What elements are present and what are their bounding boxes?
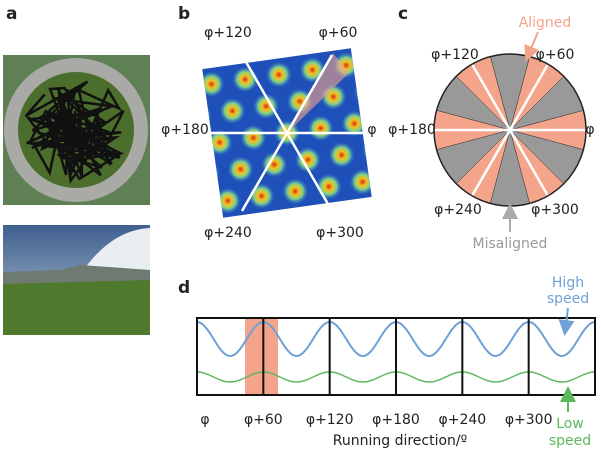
x-label: φ (200, 412, 209, 428)
x-label: φ+60 (244, 412, 283, 428)
firing-field (269, 209, 296, 218)
angle-label: φ (585, 122, 594, 138)
x-label: φ+120 (306, 412, 354, 428)
angle-label: φ+300 (316, 225, 364, 241)
panel-label: d (178, 278, 190, 298)
x-label: φ+240 (438, 412, 486, 428)
x-label: φ+300 (505, 412, 553, 428)
low-speed-label: speed (549, 433, 591, 449)
firing-field (253, 93, 280, 120)
firing-field (278, 48, 305, 57)
angle-label: φ+120 (204, 25, 252, 41)
firing-field (261, 151, 288, 178)
firing-field (294, 146, 321, 173)
low-speed-label: Low (556, 416, 584, 432)
angle-label: φ+60 (319, 25, 358, 41)
x-label: φ+180 (372, 412, 420, 428)
axis-line (470, 63, 550, 197)
firing-field (336, 200, 363, 218)
angle-label: φ+60 (536, 47, 575, 63)
panel-label: b (178, 4, 190, 24)
firing-field (307, 115, 334, 142)
firing-field (227, 156, 254, 183)
firing-field (202, 48, 204, 71)
alignment-diagram (433, 53, 587, 207)
firing-field (328, 142, 355, 169)
panel-label: c (398, 4, 408, 24)
angle-label: φ (367, 122, 376, 138)
arena-top-view (3, 55, 150, 205)
arrow (558, 307, 575, 336)
firing-field (240, 124, 267, 151)
firing-field (282, 178, 309, 205)
angle-label: φ+240 (204, 225, 252, 241)
angle-label: φ+300 (531, 202, 579, 218)
high-speed-label: High (552, 275, 584, 291)
angle-label: φ+240 (434, 202, 482, 218)
angle-label: φ+180 (388, 122, 436, 138)
firing-field (219, 97, 246, 124)
highlight-band (245, 318, 278, 395)
angle-label: φ+180 (161, 122, 209, 138)
firing-field (265, 61, 292, 88)
firing-field (370, 195, 372, 218)
trajectory (24, 80, 125, 184)
misaligned-label: Misaligned (473, 236, 548, 252)
aligned-label: Aligned (519, 15, 572, 31)
plot-frame (196, 317, 596, 396)
grid-cell-ratemap (202, 48, 372, 218)
firing-field (211, 48, 238, 66)
arrow (524, 31, 540, 62)
high-speed-label: speed (547, 291, 589, 307)
x-axis-label: Running direction/º (333, 433, 467, 449)
panel-label: a (6, 4, 17, 24)
angle-label: φ+120 (431, 47, 479, 63)
arena-first-person-view (3, 225, 150, 335)
